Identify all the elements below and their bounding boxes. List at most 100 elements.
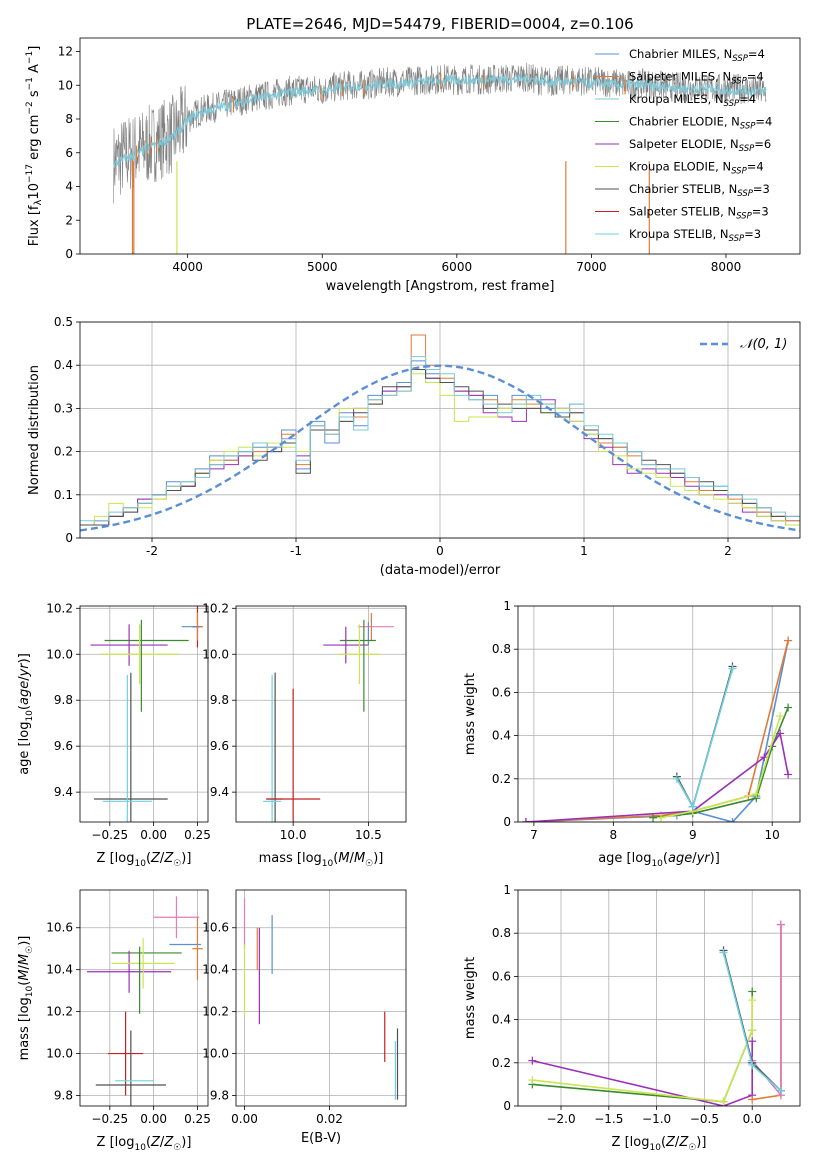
x-tick-label: 0.25: [184, 828, 211, 842]
y-tick-label: 10.6: [46, 921, 73, 935]
x-axis-label: (data-model)/error: [380, 563, 501, 578]
x-tick-label: -2: [146, 544, 158, 558]
axes-frame: [235, 889, 407, 1107]
legend-label: Kroupa STELIB, NSSP=3: [629, 227, 761, 244]
mass-vs-EBV-panel: 0.00 0.02 9.8 10.0 10.2 10.4 10.6 E(B-V): [202, 889, 407, 1146]
x-tick-label: -1: [290, 544, 302, 558]
axes-frame: [79, 605, 209, 823]
y-tick-label: 9.8: [210, 1089, 229, 1103]
gaussian-curve: [80, 364, 800, 532]
mass-vs-Z-panel: −0.25 0.00 0.25 9.8 10.0 10.2 10.4 10.6 Z [log10…: [17, 889, 211, 1153]
y-tick-label: 10.0: [202, 647, 229, 661]
errorbars: [90, 606, 203, 822]
axes-frame: [79, 321, 801, 539]
x-tick-label: −0.25: [91, 1112, 128, 1126]
x-tick-label: 0.25: [184, 1112, 211, 1126]
mass-weight-vs-age-panel: 7 8 9 10 0 0.2 0.4 0.6 0.8 1 mass weight age [log10…: [463, 599, 801, 869]
y-tick-label: 0.5: [54, 315, 73, 329]
x-tick-label: 7: [530, 828, 538, 842]
y-tick-label: 6: [65, 146, 73, 160]
y-tick-label: 0.1: [54, 488, 73, 502]
y-axis-label: age [log10(age/yr)]: [17, 653, 35, 775]
x-tick-label: 10.5: [355, 828, 382, 842]
x-axis-label: age [log10(age/yr)]: [598, 851, 720, 869]
axes-frame: [235, 605, 407, 823]
y-tick-label: 0: [503, 815, 511, 829]
x-tick-label: 5000: [307, 260, 338, 274]
y-tick-label: 0.6: [492, 969, 511, 983]
legend-label: Chabrier ELODIE, NSSP=4: [629, 115, 772, 132]
y-axis-label: mass weight: [463, 957, 478, 1039]
y-tick-label: 10.0: [46, 647, 73, 661]
x-tick-label: 7000: [576, 260, 607, 274]
y-tick-label: 0.2: [492, 1056, 511, 1070]
x-tick-label: 10: [765, 828, 780, 842]
y-tick-label: 0.2: [54, 445, 73, 459]
weight-series-line: [532, 1041, 753, 1106]
spectrum-model-line: [113, 73, 767, 168]
y-tick-label: 8: [65, 112, 73, 126]
weight-series-line: [652, 707, 789, 819]
weight-series-line: [532, 1000, 753, 1103]
x-tick-label: −1.0: [642, 1112, 671, 1126]
histogram-step-line: [80, 356, 800, 538]
y-tick-label: 9.4: [210, 785, 229, 799]
errorbars: [87, 896, 203, 1106]
y-tick-label: 10.2: [46, 601, 73, 615]
y-tick-label: 9.6: [210, 739, 229, 753]
y-tick-label: 9.8: [54, 1089, 73, 1103]
x-tick-label: 9: [689, 828, 697, 842]
y-axis-label: mass [log10(M/M☉)]: [17, 936, 35, 1061]
spectrum-data-line: [113, 62, 767, 204]
figure-title: PLATE=2646, MJD=54479, FIBERID=0004, z=0…: [246, 15, 633, 33]
x-tick-label: −0.5: [690, 1112, 719, 1126]
x-tick-label: 0.00: [231, 1112, 258, 1126]
x-tick-label: 0.00: [140, 1112, 167, 1126]
y-tick-label: 0.4: [492, 1013, 511, 1027]
y-tick-label: 9.8: [54, 693, 73, 707]
y-tick-label: 0: [65, 247, 73, 261]
x-tick-label: 2: [724, 544, 732, 558]
x-tick-label: 0.00: [140, 828, 167, 842]
y-tick-label: 10.0: [202, 1047, 229, 1061]
weight-lines: [528, 920, 785, 1106]
x-tick-label: 4000: [172, 260, 203, 274]
x-tick-label: 8000: [711, 260, 742, 274]
spectrum-legend: Chabrier MILES, NSSP=4 Salpeter MILES, NS…: [595, 47, 772, 244]
residuals-panel: -2 -1 0 1 2 0 0.1 0.2 0.3 0.4 0.5 (data-model)/erro…: [27, 315, 801, 578]
plots-layer: 4000 5000 6000 7000 8000024681012wavelength …: [17, 37, 801, 1153]
x-axis-label: mass [log10(M/M☉)]: [259, 851, 384, 869]
y-tick-label: 10.2: [202, 601, 229, 615]
mass-weight-vs-Z-panel: −2.0 −1.5 −1.0 −0.5 0.0 0 0.2 0.4 0.6 0.8 1 mass we…: [463, 883, 801, 1153]
x-tick-label: 0.02: [316, 1112, 343, 1126]
x-tick-label: 8: [610, 828, 618, 842]
x-axis-label: E(B-V): [301, 1131, 341, 1146]
legend-label: 𝒩(0, 1): [740, 337, 787, 352]
y-tick-label: 9.4: [54, 785, 73, 799]
x-tick-label: 0: [436, 544, 444, 558]
y-tick-label: 1: [503, 599, 511, 613]
y-tick-label: 0.4: [54, 358, 73, 372]
legend-label: Salpeter MILES, NSSP=4: [629, 70, 764, 87]
y-tick-label: 10.4: [202, 963, 229, 977]
y-tick-label: 9.8: [210, 693, 229, 707]
y-tick-label: 0.8: [492, 926, 511, 940]
spectrum-panel: 4000 5000 6000 7000 8000 0 2 4 6 8 10 12 wavelength …: [25, 37, 801, 294]
x-tick-label: 10.0: [280, 828, 307, 842]
y-tick-label: 10.0: [46, 1047, 73, 1061]
y-tick-label: 0.6: [492, 685, 511, 699]
axes-frame: [517, 605, 801, 823]
axes-frame: [517, 889, 801, 1107]
y-tick-label: 1: [503, 883, 511, 897]
legend-label: Salpeter ELODIE, NSSP=6: [629, 137, 771, 154]
y-tick-label: 4: [65, 180, 73, 194]
age-vs-Z-panel: −0.25 0.00 0.25 9.4 9.6 9.8 10.0 10.2 Z [log10(Z…: [17, 601, 211, 869]
y-tick-label: 0.2: [492, 772, 511, 786]
y-tick-label: 10.2: [46, 1005, 73, 1019]
x-tick-label: −0.25: [91, 828, 128, 842]
axes-frame: [79, 37, 801, 255]
y-tick-label: 10.6: [202, 921, 229, 935]
weight-series-line: [676, 666, 734, 810]
age-vs-mass-panel: 10.0 10.5 9.4 9.6 9.8 10.0 10.2 mass [log10(M/M…: [202, 601, 407, 869]
y-axis-label: Flux [fλ10−17 erg cm−2 s−1 A−1]: [25, 46, 44, 247]
